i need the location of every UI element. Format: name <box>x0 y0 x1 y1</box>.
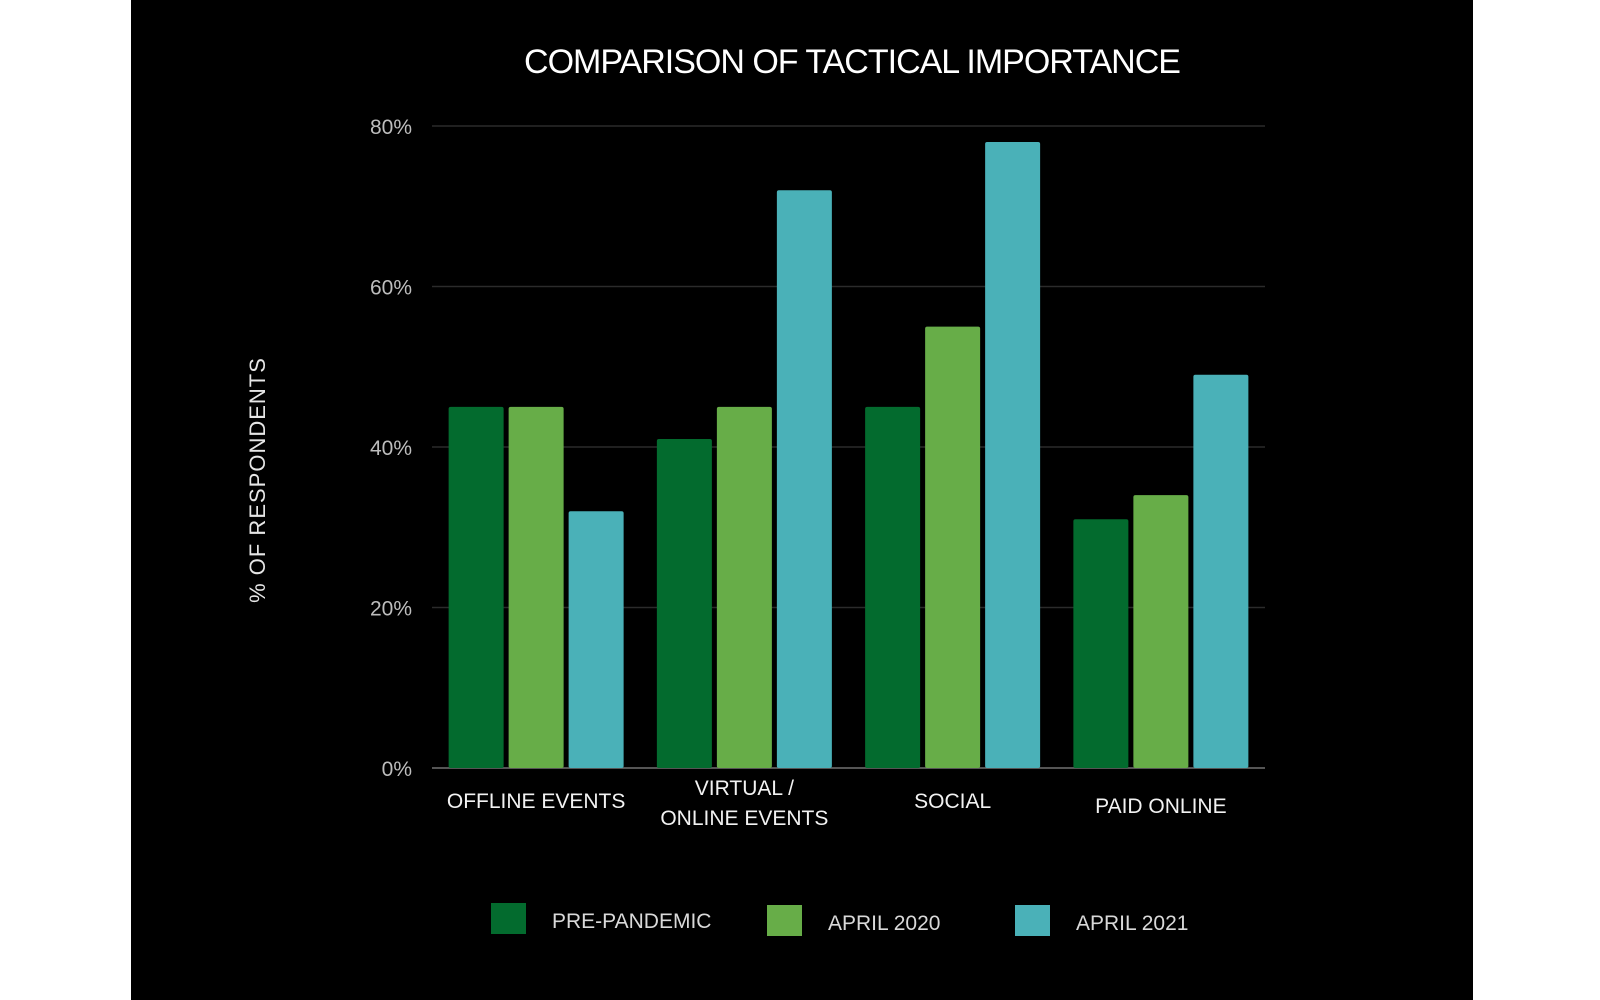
legend-swatch-pre-pandemic <box>491 903 526 934</box>
x-category-label: VIRTUAL / ONLINE EVENTS <box>660 777 828 830</box>
legend: PRE-PANDEMIC APRIL 2020 APRIL 2021 <box>491 903 1188 936</box>
bar-pre-pandemic-3 <box>1073 519 1129 768</box>
y-tick-label: 0% <box>382 758 412 781</box>
y-axis-ticks: 0% 20% 40% 60% 80% <box>370 116 412 781</box>
bar-pre-pandemic-1 <box>656 438 712 768</box>
bar-pre-pandemic-2 <box>865 406 921 768</box>
bar-april-2020-0 <box>508 406 564 768</box>
legend-label-april-2021: APRIL 2021 <box>1076 912 1188 935</box>
bar-april-2020-2 <box>925 326 981 768</box>
y-tick-label: 60% <box>370 277 412 300</box>
legend-label-april-2020: APRIL 2020 <box>828 912 940 935</box>
bar-pre-pandemic-0 <box>448 406 504 768</box>
bar-april-2020-3 <box>1133 495 1189 768</box>
bar-april-2021-0 <box>568 511 624 768</box>
y-tick-label: 80% <box>370 116 412 139</box>
bar-april-2021-1 <box>776 190 832 768</box>
x-category-label: OFFLINE EVENTS <box>447 790 626 813</box>
bar-april-2021-3 <box>1193 374 1249 768</box>
x-axis-categories: OFFLINE EVENTS VIRTUAL / ONLINE EVENTS SOCI… <box>447 777 1227 830</box>
legend-swatch-april-2021 <box>1015 905 1050 936</box>
y-tick-label: 40% <box>370 437 412 460</box>
bars <box>448 142 1249 769</box>
legend-swatch-april-2020 <box>767 905 802 936</box>
legend-label-pre-pandemic: PRE-PANDEMIC <box>552 910 711 933</box>
bar-april-2020-1 <box>716 406 772 768</box>
x-category-label: SOCIAL <box>914 790 991 813</box>
bar-april-2021-2 <box>985 142 1041 769</box>
y-tick-label: 20% <box>370 598 412 621</box>
chart-title: COMPARISON OF TACTICAL IMPORTANCE <box>524 43 1180 81</box>
y-axis-title: % OF RESPONDENTS <box>245 357 270 603</box>
x-category-label: PAID ONLINE <box>1095 795 1226 818</box>
